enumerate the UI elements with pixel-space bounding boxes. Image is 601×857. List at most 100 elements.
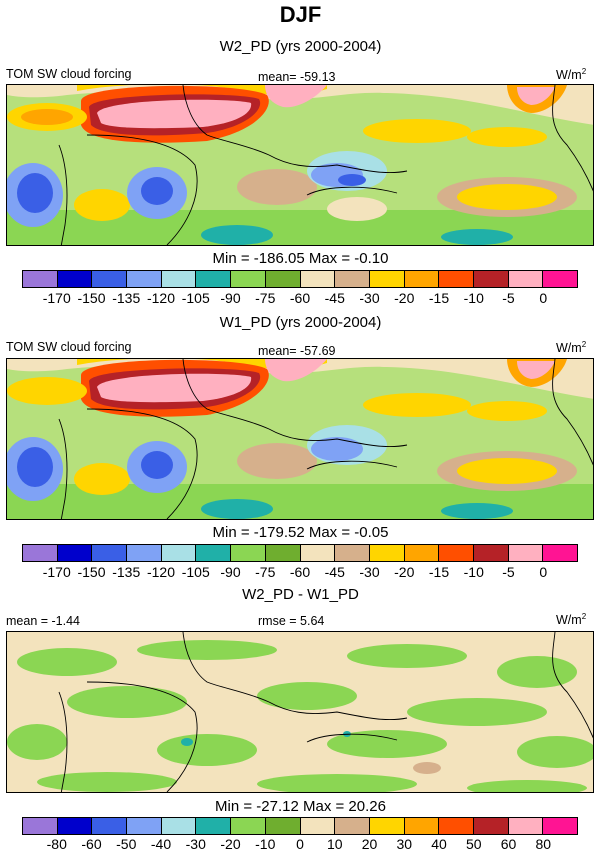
panel1-swatch [404,271,440,287]
tick-label: -15 [428,564,450,580]
panel2-map [6,358,594,520]
tick-label: -60 [289,290,311,306]
tick-label: -30 [359,290,380,306]
tick-label: -5 [502,290,515,306]
panel2-swatch [300,545,336,561]
panel3-colorbar [22,817,578,835]
tick-label: -45 [324,290,345,306]
tick-label: -90 [220,290,241,306]
panel3-map [6,631,594,793]
tick-label: -170 [42,290,71,306]
panel1-colorbar [22,270,578,288]
panel3-swatch [439,818,474,834]
panel3-swatch [57,818,93,834]
tick-label: 30 [396,836,413,852]
panel2-variable-label: TOM SW cloud forcing [6,340,132,354]
panel2-tick-labels: -170 -150 -135 -120 -105 -90 -75 -60 -45… [22,564,578,582]
panel1-swatch [543,271,577,287]
panel3-mean-label: mean = -1.44 [6,614,81,628]
tick-label: -10 [463,564,484,580]
tick-label: 40 [431,836,447,852]
panel1-swatch [57,271,93,287]
panel1-swatch [92,271,128,287]
panel3-swatch [335,818,370,834]
panel1-swatch [196,271,232,287]
panel3-minmax: Min = -27.12 Max = 20.26 [215,798,386,815]
panel2-swatch [335,545,370,561]
tick-label: -45 [324,564,345,580]
panel2-swatch [369,545,405,561]
tick-label: -135 [112,290,141,306]
panel1-swatch [265,271,301,287]
panel2-swatch [23,545,58,561]
tick-label: -135 [112,564,141,580]
tick-label: -80 [46,836,67,852]
tick-label: -75 [255,564,276,580]
panel3-swatch [369,818,405,834]
tick-label: 80 [535,836,552,852]
panel1-swatch [127,271,162,287]
tick-label: -20 [220,836,241,852]
panel1-title: W2_PD (yrs 2000-2004) [219,38,382,55]
tick-label: -170 [42,564,71,580]
panel2-swatch [231,545,266,561]
tick-label: 10 [326,836,343,852]
tick-label: -60 [289,564,311,580]
panel3-swatch [300,818,336,834]
tick-label: 0 [539,290,548,306]
figure-title: DJF [279,2,322,27]
tick-label: -60 [81,836,102,852]
panel2-swatch [92,545,128,561]
panel2-minmax: Min = -179.52 Max = -0.05 [212,524,389,541]
tick-label: -10 [463,290,484,306]
panel3-swatch [196,818,232,834]
panel2-swatch [404,545,440,561]
panel3-swatch [265,818,301,834]
panel3-swatch [127,818,162,834]
tick-label: -90 [220,564,241,580]
panel2-swatch [508,545,544,561]
panel1-swatch [23,271,58,287]
tick-label: 60 [500,836,517,852]
tick-label: -40 [150,836,172,852]
panel1-swatch [335,271,370,287]
tick-label: 20 [361,836,378,852]
tick-label: -50 [116,836,137,852]
panel2-swatch [543,545,577,561]
panel2-swatch [161,545,197,561]
panel2-swatch [57,545,93,561]
panel3-title: W2_PD - W1_PD [242,586,359,603]
tick-label: -10 [255,836,276,852]
panel1-mean-label: mean= -59.13 [258,70,336,84]
panel3-swatch [23,818,58,834]
tick-label: -30 [359,564,380,580]
panel2-swatch [265,545,301,561]
tick-label: -150 [77,564,106,580]
panel2-swatch [127,545,162,561]
panel1-swatch [508,271,544,287]
tick-label: -30 [185,836,206,852]
tick-label: -5 [502,564,515,580]
panel1-swatch [439,271,474,287]
panel2-colorbar [22,544,578,562]
panel1-swatch [473,271,509,287]
panel2-units: W/m2 [556,340,587,356]
tick-label: 0 [539,564,548,580]
panel3-swatch [473,818,509,834]
tick-label: -20 [394,290,415,306]
panel2-title: W1_PD (yrs 2000-2004) [219,314,382,331]
panel1-variable-label: TOM SW cloud forcing [6,67,132,81]
panel1-units: W/m2 [556,67,587,83]
panel1-tick-labels: -170 -150 -135 -120 -105 -90 -75 -60 -45… [22,290,578,308]
panel3-tick-labels: -80 -60 -50 -40 -30 -20 -10 0 10 20 30 4… [22,836,578,854]
panel2-swatch [473,545,509,561]
panel3-swatch [404,818,440,834]
panel3-swatch [231,818,266,834]
tick-label: -120 [146,290,176,306]
tick-label: 0 [296,836,304,852]
panel2-mean-label: mean= -57.69 [258,344,336,358]
tick-label: -15 [428,290,450,306]
panel3-rmse-label: rmse = 5.64 [258,614,325,628]
tick-label: -120 [146,564,176,580]
panel1-swatch [300,271,336,287]
